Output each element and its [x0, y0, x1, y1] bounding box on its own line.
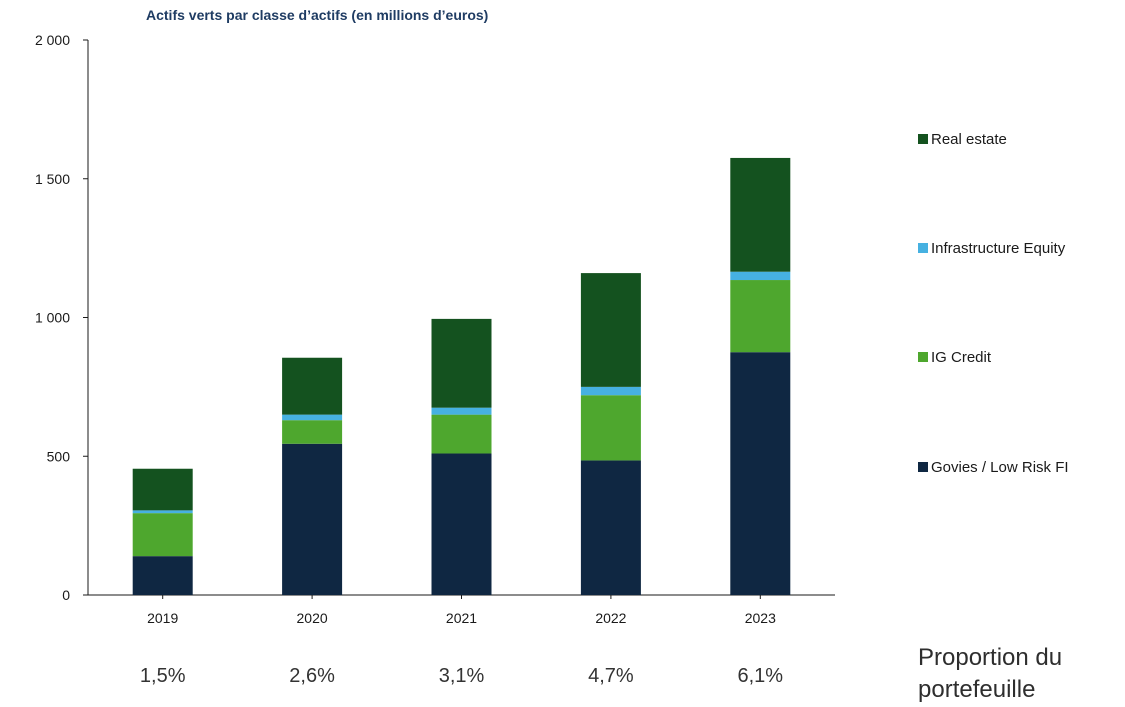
chart-title: Actifs verts par classe d’actifs (en mil…	[146, 7, 488, 23]
legend-swatch	[918, 352, 928, 362]
bar-segment	[580, 395, 641, 461]
legend-swatch	[918, 134, 928, 144]
bar-segment	[431, 453, 492, 595]
proportion-value: 6,1%	[738, 665, 784, 687]
bar-segment	[132, 468, 193, 511]
bar-segment	[730, 352, 791, 595]
x-tick-label: 2021	[446, 610, 477, 626]
bar-segment	[132, 513, 193, 557]
x-tick-label: 2023	[745, 610, 776, 626]
bars	[132, 157, 791, 595]
bar-segment	[132, 556, 193, 595]
bar-segment	[282, 420, 343, 444]
legend-label: Govies / Low Risk FI	[931, 459, 1069, 476]
bar-segment	[580, 273, 641, 387]
proportion-value: 1,5%	[140, 665, 186, 687]
legend-label: IG Credit	[931, 349, 992, 366]
bar-segment	[431, 414, 492, 454]
y-tick-label: 500	[47, 448, 71, 464]
legend-label: Infrastructure Equity	[931, 240, 1066, 257]
bar-segment	[132, 510, 193, 514]
proportions: 1,5% 2,6% 3,1% 4,7% 6,1%	[140, 665, 783, 687]
y-tick-label: 1 500	[35, 171, 70, 187]
legend-swatch	[918, 462, 928, 472]
bar-segment	[730, 157, 791, 272]
proportion-value: 4,7%	[588, 665, 634, 687]
x-tick-label: 2019	[147, 610, 178, 626]
bar-segment	[431, 407, 492, 415]
proportion-label: Proportion du portefeuille	[918, 644, 1069, 703]
bar-segment	[730, 280, 791, 353]
axes: 0 500 1 000 1 500 2 000 2019 2020 2021 2022 2023	[35, 32, 835, 626]
bar-segment	[282, 357, 343, 415]
bar-segment	[282, 443, 343, 595]
proportion-value: 2,6%	[289, 665, 335, 687]
legend: Real estate Infrastructure Equity IG Credi…	[918, 131, 1069, 476]
proportion-value: 3,1%	[439, 665, 485, 687]
bar-segment	[580, 386, 641, 396]
y-tick-label: 1 000	[35, 310, 70, 326]
y-tick-label: 0	[62, 587, 70, 603]
legend-label: Real estate	[931, 131, 1007, 148]
bar-segment	[730, 271, 791, 281]
bar-segment	[282, 414, 343, 421]
bar-segment	[431, 318, 492, 408]
y-tick-label: 2 000	[35, 32, 70, 48]
x-tick-label: 2022	[595, 610, 626, 626]
bar-segment	[580, 460, 641, 595]
legend-swatch	[918, 243, 928, 253]
x-tick-label: 2020	[297, 610, 328, 626]
